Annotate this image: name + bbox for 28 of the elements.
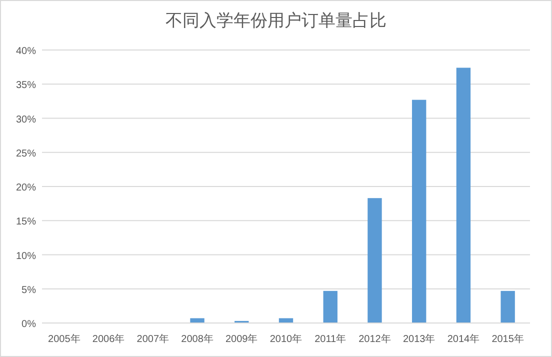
x-tick-label: 2005年 (48, 333, 80, 345)
bar (278, 318, 294, 323)
x-tick-label: 2008年 (181, 333, 214, 345)
bar (500, 290, 515, 323)
x-tick-label: 2006年 (92, 333, 125, 345)
bar (456, 68, 471, 323)
bar (412, 100, 426, 323)
x-tick-label: 2012年 (358, 333, 391, 345)
bar (190, 318, 204, 323)
y-tick-label: 0% (22, 319, 36, 330)
x-tick-label: 2015年 (492, 333, 524, 345)
y-tick-label: 35% (16, 80, 36, 92)
x-tick-label: 2009年 (226, 333, 258, 345)
y-tick-label: 10% (16, 250, 36, 262)
x-tick-label: 2013年 (402, 333, 436, 345)
y-tick-label: 15% (16, 216, 36, 228)
chart-title: 不同入学年份用户订单量占比 (166, 11, 386, 30)
y-tick-label: 25% (16, 148, 36, 160)
x-tick-label: 2010年 (270, 333, 302, 345)
bar (368, 198, 382, 323)
x-tick-label: 2007年 (136, 333, 170, 345)
y-tick-label: 20% (16, 182, 36, 194)
y-tick-label: 40% (16, 46, 36, 57)
y-tick-label: 30% (16, 114, 36, 126)
x-tick-label: 2011年 (314, 333, 346, 345)
x-tick-label: 2014年 (447, 333, 480, 345)
y-tick-label: 5% (22, 284, 36, 296)
bar (323, 290, 338, 323)
